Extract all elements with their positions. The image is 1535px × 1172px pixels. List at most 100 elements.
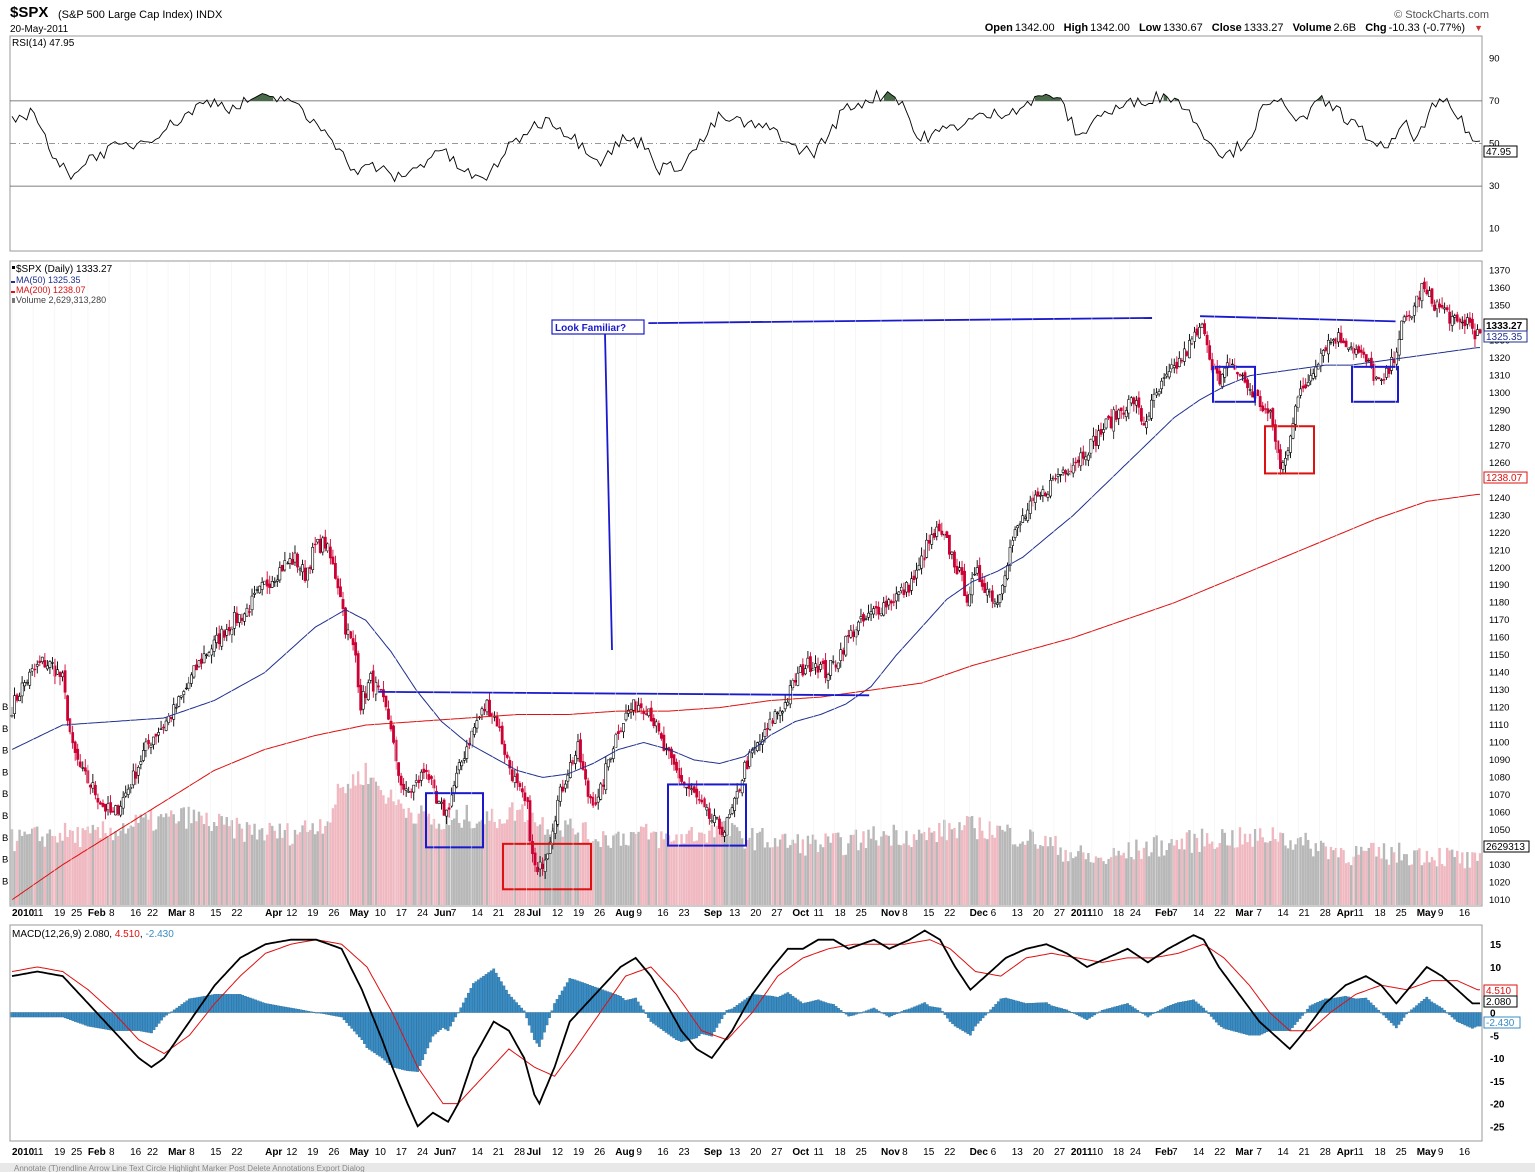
volume-bar	[1120, 855, 1123, 905]
candle-up	[1084, 456, 1088, 461]
volume-bar	[819, 844, 822, 905]
macd-hist-bar	[1113, 1006, 1117, 1013]
macd-hist-bar	[1415, 1005, 1418, 1013]
candle-up	[566, 774, 570, 782]
macd-hist-bar	[1268, 1012, 1271, 1031]
volume-bar	[164, 813, 168, 905]
candle-up	[480, 708, 484, 716]
date-tick-9: 9	[636, 908, 642, 919]
volume-bar	[837, 832, 840, 905]
macd-hist-bar	[1476, 1012, 1479, 1027]
look-familiar-callout[interactable]: Look Familiar?	[551, 319, 645, 335]
macd-hist-bar	[1182, 1001, 1185, 1013]
macd-hist-bar	[614, 994, 617, 1013]
macd-hist-bar	[832, 1004, 835, 1013]
date-tick-24: 24	[417, 908, 429, 919]
volume-bar	[1476, 860, 1479, 905]
volume-bar	[399, 803, 403, 905]
volume-bar	[768, 847, 772, 905]
volume-bar	[288, 845, 292, 905]
candle-down	[339, 586, 342, 598]
volume-axis-tick: B	[2, 767, 8, 778]
date-tick-2010: 2010	[12, 1147, 35, 1158]
candle-down	[766, 728, 769, 730]
macd-hist-bar	[375, 1012, 379, 1055]
macd-hist-bar	[1032, 1002, 1036, 1013]
candle-down	[1081, 451, 1085, 459]
macd-hist-bar	[657, 1012, 660, 1028]
macd-hist-bar	[1356, 998, 1360, 1013]
volume-bar	[1347, 862, 1350, 905]
candle-up	[637, 705, 641, 713]
macd-hist-bar	[963, 1012, 967, 1033]
candle-down	[1064, 470, 1068, 475]
macd-hist-bar	[449, 1012, 452, 1027]
candle-down	[955, 565, 959, 574]
volume-bar	[1362, 850, 1365, 905]
ma50-value-box	[1483, 330, 1528, 343]
candle-up	[776, 712, 779, 715]
candle-down	[907, 584, 911, 593]
volume-bar	[1410, 864, 1413, 905]
candle-down	[1119, 407, 1123, 412]
date-tick-Mar: Mar	[1235, 908, 1253, 919]
macd-hist-bar	[1024, 1003, 1028, 1013]
volume-bar	[612, 835, 615, 905]
date-tick-14: 14	[1278, 908, 1290, 919]
candle-down	[1132, 397, 1136, 405]
macd-hist-bar	[885, 1012, 889, 1016]
volume-bar	[596, 841, 600, 905]
volume-bar	[488, 820, 491, 905]
macd-hist-bar	[789, 994, 792, 1013]
date-tick-10: 10	[375, 1147, 387, 1158]
candle-up	[1117, 409, 1121, 419]
volume-bar	[346, 783, 350, 905]
volume-bar	[483, 824, 486, 905]
price-tick-1190: 1190	[1489, 580, 1509, 591]
macd-hist-bar	[33, 1012, 37, 1018]
macd-hist-bar	[167, 1012, 171, 1014]
volume-bar	[695, 840, 698, 905]
candle-up	[361, 691, 365, 710]
annotation-toolbar[interactable]	[0, 1163, 1535, 1172]
volume-bar	[1175, 840, 1178, 905]
volume-bar	[685, 833, 688, 905]
candle-up	[611, 748, 615, 759]
volume-bar	[1064, 850, 1067, 905]
macd-hist-bar	[989, 1009, 993, 1013]
candle-down	[1278, 449, 1282, 470]
date-tick-17: 17	[396, 908, 408, 919]
macd-hist-bar	[1245, 1012, 1249, 1035]
macd-hist-bar	[550, 1010, 554, 1013]
date-tick-Apr: Apr	[265, 908, 282, 919]
macd-hist-bar	[1072, 1012, 1076, 1014]
macd-hist-bar	[565, 982, 569, 1013]
candle-up	[440, 802, 443, 804]
volume-bar	[584, 822, 587, 905]
macd-hist-bar	[507, 994, 511, 1013]
macd-hist-bar	[1174, 1003, 1178, 1013]
candle-up	[144, 741, 148, 751]
chevron-down-icon[interactable]: ▼	[1474, 23, 1483, 33]
volume-bar	[1041, 846, 1045, 905]
volume-bar	[1216, 847, 1219, 905]
macd-hist-bar	[1007, 998, 1010, 1013]
candle-up	[894, 593, 898, 602]
price-tick-1300: 1300	[1489, 388, 1510, 399]
macd-hist-bar	[401, 1012, 404, 1070]
volume-bar	[1458, 863, 1461, 905]
candle-up	[215, 634, 219, 643]
candle-down	[965, 594, 969, 603]
volume-bar	[392, 801, 395, 905]
candle-up	[831, 661, 835, 663]
candle-up	[81, 767, 85, 769]
date-tick-22: 22	[231, 908, 243, 919]
candle-down	[771, 720, 774, 724]
volume-bar	[1208, 843, 1211, 905]
macd-hist-bar	[281, 1006, 285, 1013]
candle-up	[1332, 339, 1335, 342]
candle-up	[609, 757, 613, 760]
macd-hist-bar	[505, 989, 508, 1013]
volume-bar	[48, 829, 52, 905]
